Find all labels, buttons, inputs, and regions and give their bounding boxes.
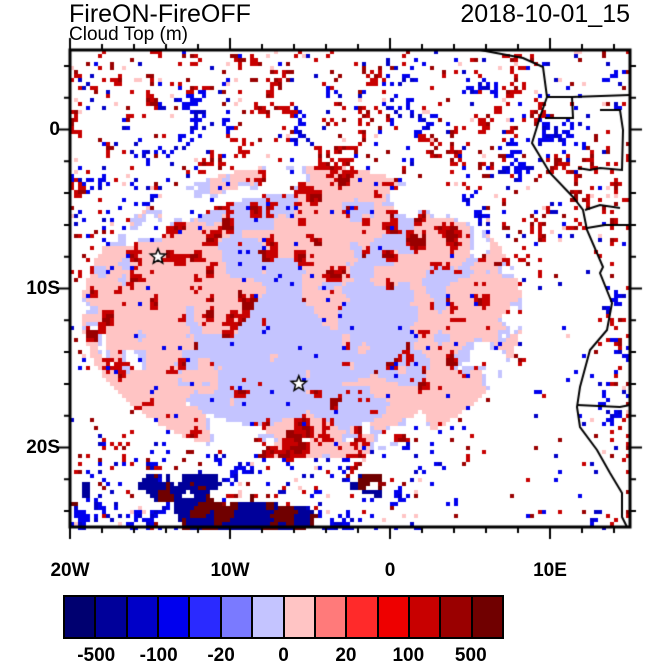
lon-label: 10W [210, 560, 250, 581]
lon-label: 0 [384, 560, 396, 581]
cloud-top-difference-map [0, 0, 650, 590]
colorbar-label: 100 [392, 645, 425, 666]
colorbar-swatch [190, 597, 222, 637]
colorbar-swatch [378, 597, 410, 637]
colorbar-swatch [96, 597, 128, 637]
colorbar-swatch [472, 597, 503, 637]
colorbar-swatch [347, 597, 379, 637]
plot-title: FireON-FireOFF [69, 0, 251, 28]
colorbar-label: -500 [77, 645, 116, 666]
colorbar-swatch [221, 597, 254, 637]
colorbar-swatch [409, 597, 442, 637]
plot-time: 2018-10-01_15 [460, 0, 630, 28]
colorbar-label: 500 [454, 645, 487, 666]
colorbar-label: -20 [207, 645, 235, 666]
plot-subtitle: Cloud Top (m) [69, 24, 188, 45]
lat-label: 20S [26, 436, 60, 458]
colorbar-label: 0 [278, 645, 289, 666]
colorbar-label: 20 [335, 645, 357, 666]
colorbar-label: -100 [139, 645, 178, 666]
colorbar-swatch [441, 597, 473, 637]
lon-label: 10E [533, 560, 567, 581]
colorbar-swatch [253, 597, 285, 637]
colorbar-swatch [315, 597, 348, 637]
lon-label: 20W [50, 560, 90, 581]
colorbar [63, 595, 504, 639]
colorbar-swatch [159, 597, 191, 637]
lat-label: 10S [26, 277, 60, 299]
colorbar-swatch [127, 597, 160, 637]
colorbar-swatch [284, 597, 316, 637]
lat-label: 0 [49, 118, 60, 140]
colorbar-swatch [65, 597, 97, 637]
